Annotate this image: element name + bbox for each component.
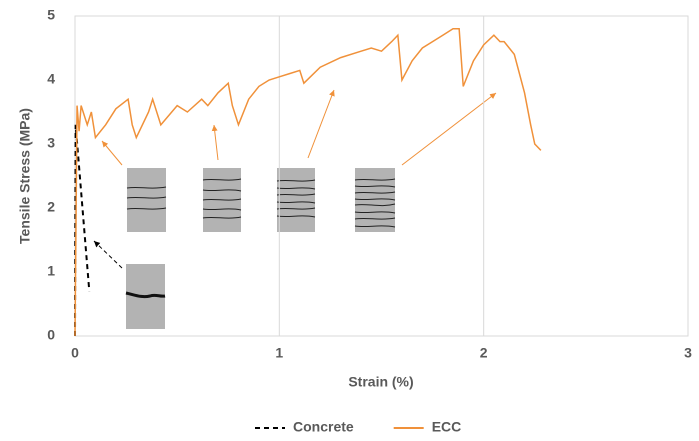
x-tick-label: 1: [275, 345, 283, 361]
legend-label: Concrete: [293, 419, 354, 435]
y-tick-label: 1: [47, 263, 55, 279]
y-tick-label: 2: [47, 199, 55, 215]
x-tick-label: 0: [71, 345, 79, 361]
x-axis-title: Strain (%): [348, 374, 413, 390]
series-line: [74, 124, 91, 337]
y-tick-label: 5: [47, 7, 55, 23]
x-tick-label: 3: [684, 345, 692, 361]
y-tick-label: 4: [47, 71, 55, 87]
x-tick-label: 2: [480, 345, 488, 361]
y-tick-label: 3: [47, 135, 55, 151]
y-tick-label: 0: [47, 327, 55, 343]
series-line: [74, 28, 542, 337]
crack-insets: [125, 168, 396, 329]
legend-label: ECC: [432, 419, 462, 435]
arrows: [93, 89, 497, 269]
y-axis-title: Tensile Stress (MPa): [17, 108, 33, 244]
